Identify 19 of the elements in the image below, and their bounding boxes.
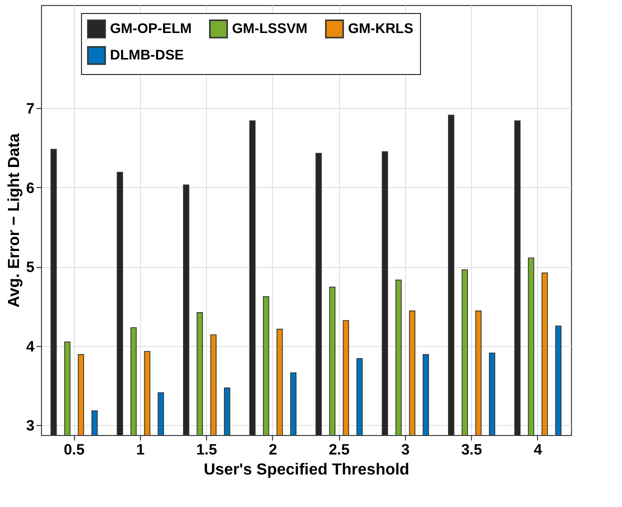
x-tick-label: 3.5 xyxy=(461,442,482,458)
legend-label: GM-OP-ELM xyxy=(110,20,192,36)
x-tick-label: 3 xyxy=(401,442,410,458)
x-axis-title: User's Specified Threshold xyxy=(204,462,410,478)
y-tick-label: 5 xyxy=(26,259,34,276)
legend-label: GM-LSSVM xyxy=(232,20,308,36)
x-tick-label: 1 xyxy=(136,442,145,458)
y-tick-label: 7 xyxy=(26,100,34,118)
y-tick-label: 6 xyxy=(26,180,34,197)
x-tick-label: 0.5 xyxy=(64,442,85,458)
x-tick-label: 2 xyxy=(268,442,278,458)
y-tick-label: 3 xyxy=(26,418,34,435)
y-axis-title: Avg. Error − Light Data xyxy=(6,133,24,308)
legend-label: DLMB-DSE xyxy=(110,46,184,62)
legend-label: GM-KRLS xyxy=(348,20,414,36)
x-tick-label: 1.5 xyxy=(196,442,218,458)
x-tick-label: 2.5 xyxy=(328,442,350,458)
y-tick-label: 4 xyxy=(26,338,36,356)
x-tick-label: 4 xyxy=(534,442,543,458)
